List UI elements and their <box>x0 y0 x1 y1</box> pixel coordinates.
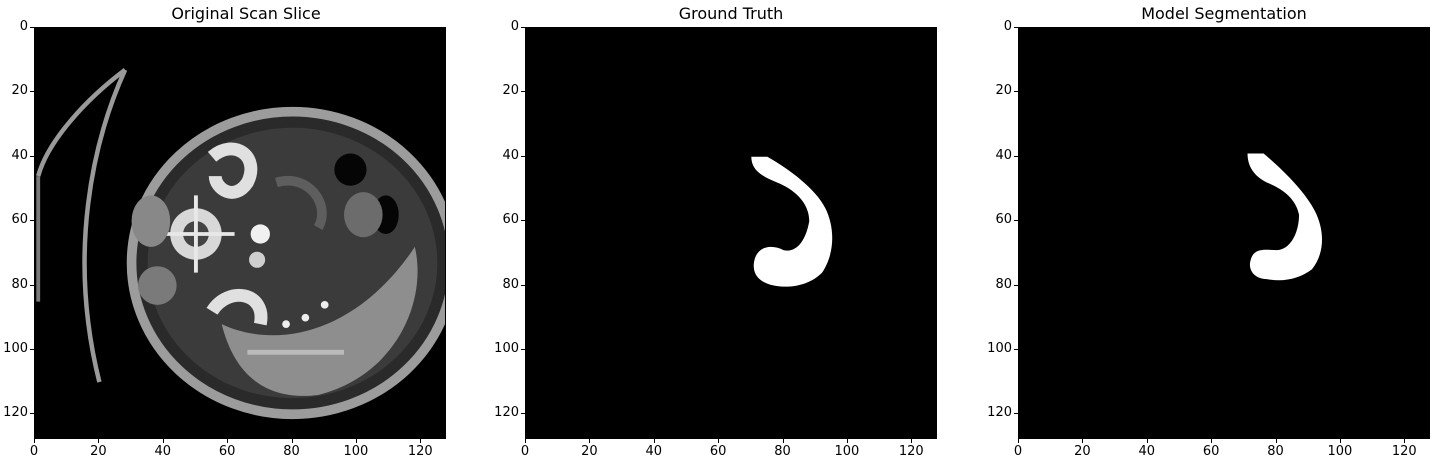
x-tick-label: 60 <box>709 444 727 459</box>
x-tick-label: 80 <box>1267 444 1284 459</box>
x-tick-label: 120 <box>898 444 924 459</box>
x-tick-mark <box>1211 439 1213 443</box>
x-tick-mark <box>782 439 784 443</box>
y-tick-label: 20 <box>11 83 28 99</box>
y-tick-label: 20 <box>995 83 1012 99</box>
y-tick-mark <box>30 348 34 350</box>
y-tick-mark <box>521 155 525 157</box>
y-tick-label: 0 <box>19 19 28 34</box>
x-tick-label: 120 <box>407 444 433 459</box>
y-tick-label: 120 <box>494 405 519 421</box>
y-tick-label: 100 <box>494 340 519 356</box>
x-tick-label: 80 <box>283 444 300 459</box>
x-tick-label: 60 <box>218 444 236 459</box>
x-tick-label: 40 <box>645 444 663 459</box>
model-svg <box>1019 28 1429 438</box>
x-tick-mark <box>911 439 913 443</box>
x-tick-mark <box>34 439 35 443</box>
panel-title: Model Segmentation <box>1141 4 1307 23</box>
x-tick-label: 120 <box>1391 444 1417 459</box>
x-tick-mark <box>355 439 357 443</box>
gt-mask-shape <box>751 156 833 287</box>
y-tick-mark <box>30 91 34 93</box>
x-tick-mark <box>1275 439 1277 443</box>
x-tick-mark <box>291 439 293 443</box>
model-mask-shape <box>1247 153 1323 281</box>
panel-title: Ground Truth <box>678 4 784 23</box>
x-tick-mark <box>98 439 100 443</box>
y-tick-label: 40 <box>11 147 28 163</box>
y-tick-mark <box>1014 284 1018 286</box>
y-tick-mark <box>521 27 525 28</box>
y-tick-label: 120 <box>3 405 28 421</box>
y-tick-mark <box>1014 348 1018 350</box>
y-tick-mark <box>521 220 525 222</box>
x-tick-label: 20 <box>1074 444 1091 459</box>
y-tick-mark <box>521 91 525 93</box>
y-tick-mark <box>30 27 34 28</box>
y-tick-label: 80 <box>502 276 519 292</box>
y-tick-mark <box>1014 91 1018 93</box>
scan-image <box>34 27 446 439</box>
x-tick-mark <box>162 439 164 443</box>
x-tick-label: 0 <box>1013 444 1023 459</box>
x-tick-label: 100 <box>1327 444 1353 459</box>
y-tick-label: 80 <box>11 276 28 292</box>
y-tick-mark <box>1014 155 1018 157</box>
x-tick-label: 100 <box>343 444 369 459</box>
model-segmentation-mask <box>1018 27 1430 439</box>
x-tick-label: 0 <box>520 444 530 459</box>
y-tick-mark <box>30 284 34 286</box>
y-tick-label: 40 <box>995 147 1012 163</box>
x-tick-label: 20 <box>90 444 107 459</box>
x-tick-label: 60 <box>1202 444 1220 459</box>
x-tick-mark <box>420 439 422 443</box>
y-tick-label: 40 <box>502 147 519 163</box>
y-tick-label: 20 <box>502 83 519 99</box>
y-tick-mark <box>30 220 34 222</box>
y-tick-mark <box>521 348 525 350</box>
y-tick-label: 60 <box>11 212 28 228</box>
panel-title: Original Scan Slice <box>171 4 321 23</box>
x-tick-mark <box>1404 439 1406 443</box>
x-tick-mark <box>525 439 526 443</box>
ground-truth-mask <box>525 27 937 439</box>
x-tick-mark <box>1082 439 1084 443</box>
y-tick-mark <box>1014 413 1018 415</box>
y-tick-mark <box>521 284 525 286</box>
x-tick-label: 80 <box>774 444 791 459</box>
y-tick-mark <box>1014 220 1018 222</box>
liver-region <box>221 246 418 396</box>
x-tick-mark <box>718 439 720 443</box>
y-tick-label: 80 <box>995 276 1012 292</box>
x-tick-label: 40 <box>154 444 172 459</box>
x-tick-label: 100 <box>834 444 860 459</box>
x-tick-label: 40 <box>1138 444 1156 459</box>
y-tick-label: 100 <box>3 340 28 356</box>
x-tick-mark <box>589 439 591 443</box>
tube-line <box>36 68 128 383</box>
y-tick-mark <box>1014 27 1018 28</box>
x-tick-label: 0 <box>29 444 39 459</box>
y-tick-label: 0 <box>1003 19 1012 34</box>
y-tick-label: 100 <box>987 340 1012 356</box>
x-tick-mark <box>846 439 848 443</box>
x-tick-mark <box>653 439 655 443</box>
ground-truth-svg <box>526 28 936 438</box>
y-tick-label: 120 <box>987 405 1012 421</box>
y-tick-mark <box>521 413 525 415</box>
y-tick-mark <box>30 155 34 157</box>
y-tick-label: 60 <box>502 212 519 228</box>
x-tick-mark <box>1018 439 1019 443</box>
x-tick-mark <box>227 439 229 443</box>
y-tick-mark <box>30 413 34 415</box>
x-tick-mark <box>1339 439 1341 443</box>
y-tick-label: 60 <box>995 212 1012 228</box>
scan-svg <box>35 28 445 438</box>
x-tick-mark <box>1146 439 1148 443</box>
y-tick-label: 0 <box>510 19 519 34</box>
x-tick-label: 20 <box>581 444 598 459</box>
